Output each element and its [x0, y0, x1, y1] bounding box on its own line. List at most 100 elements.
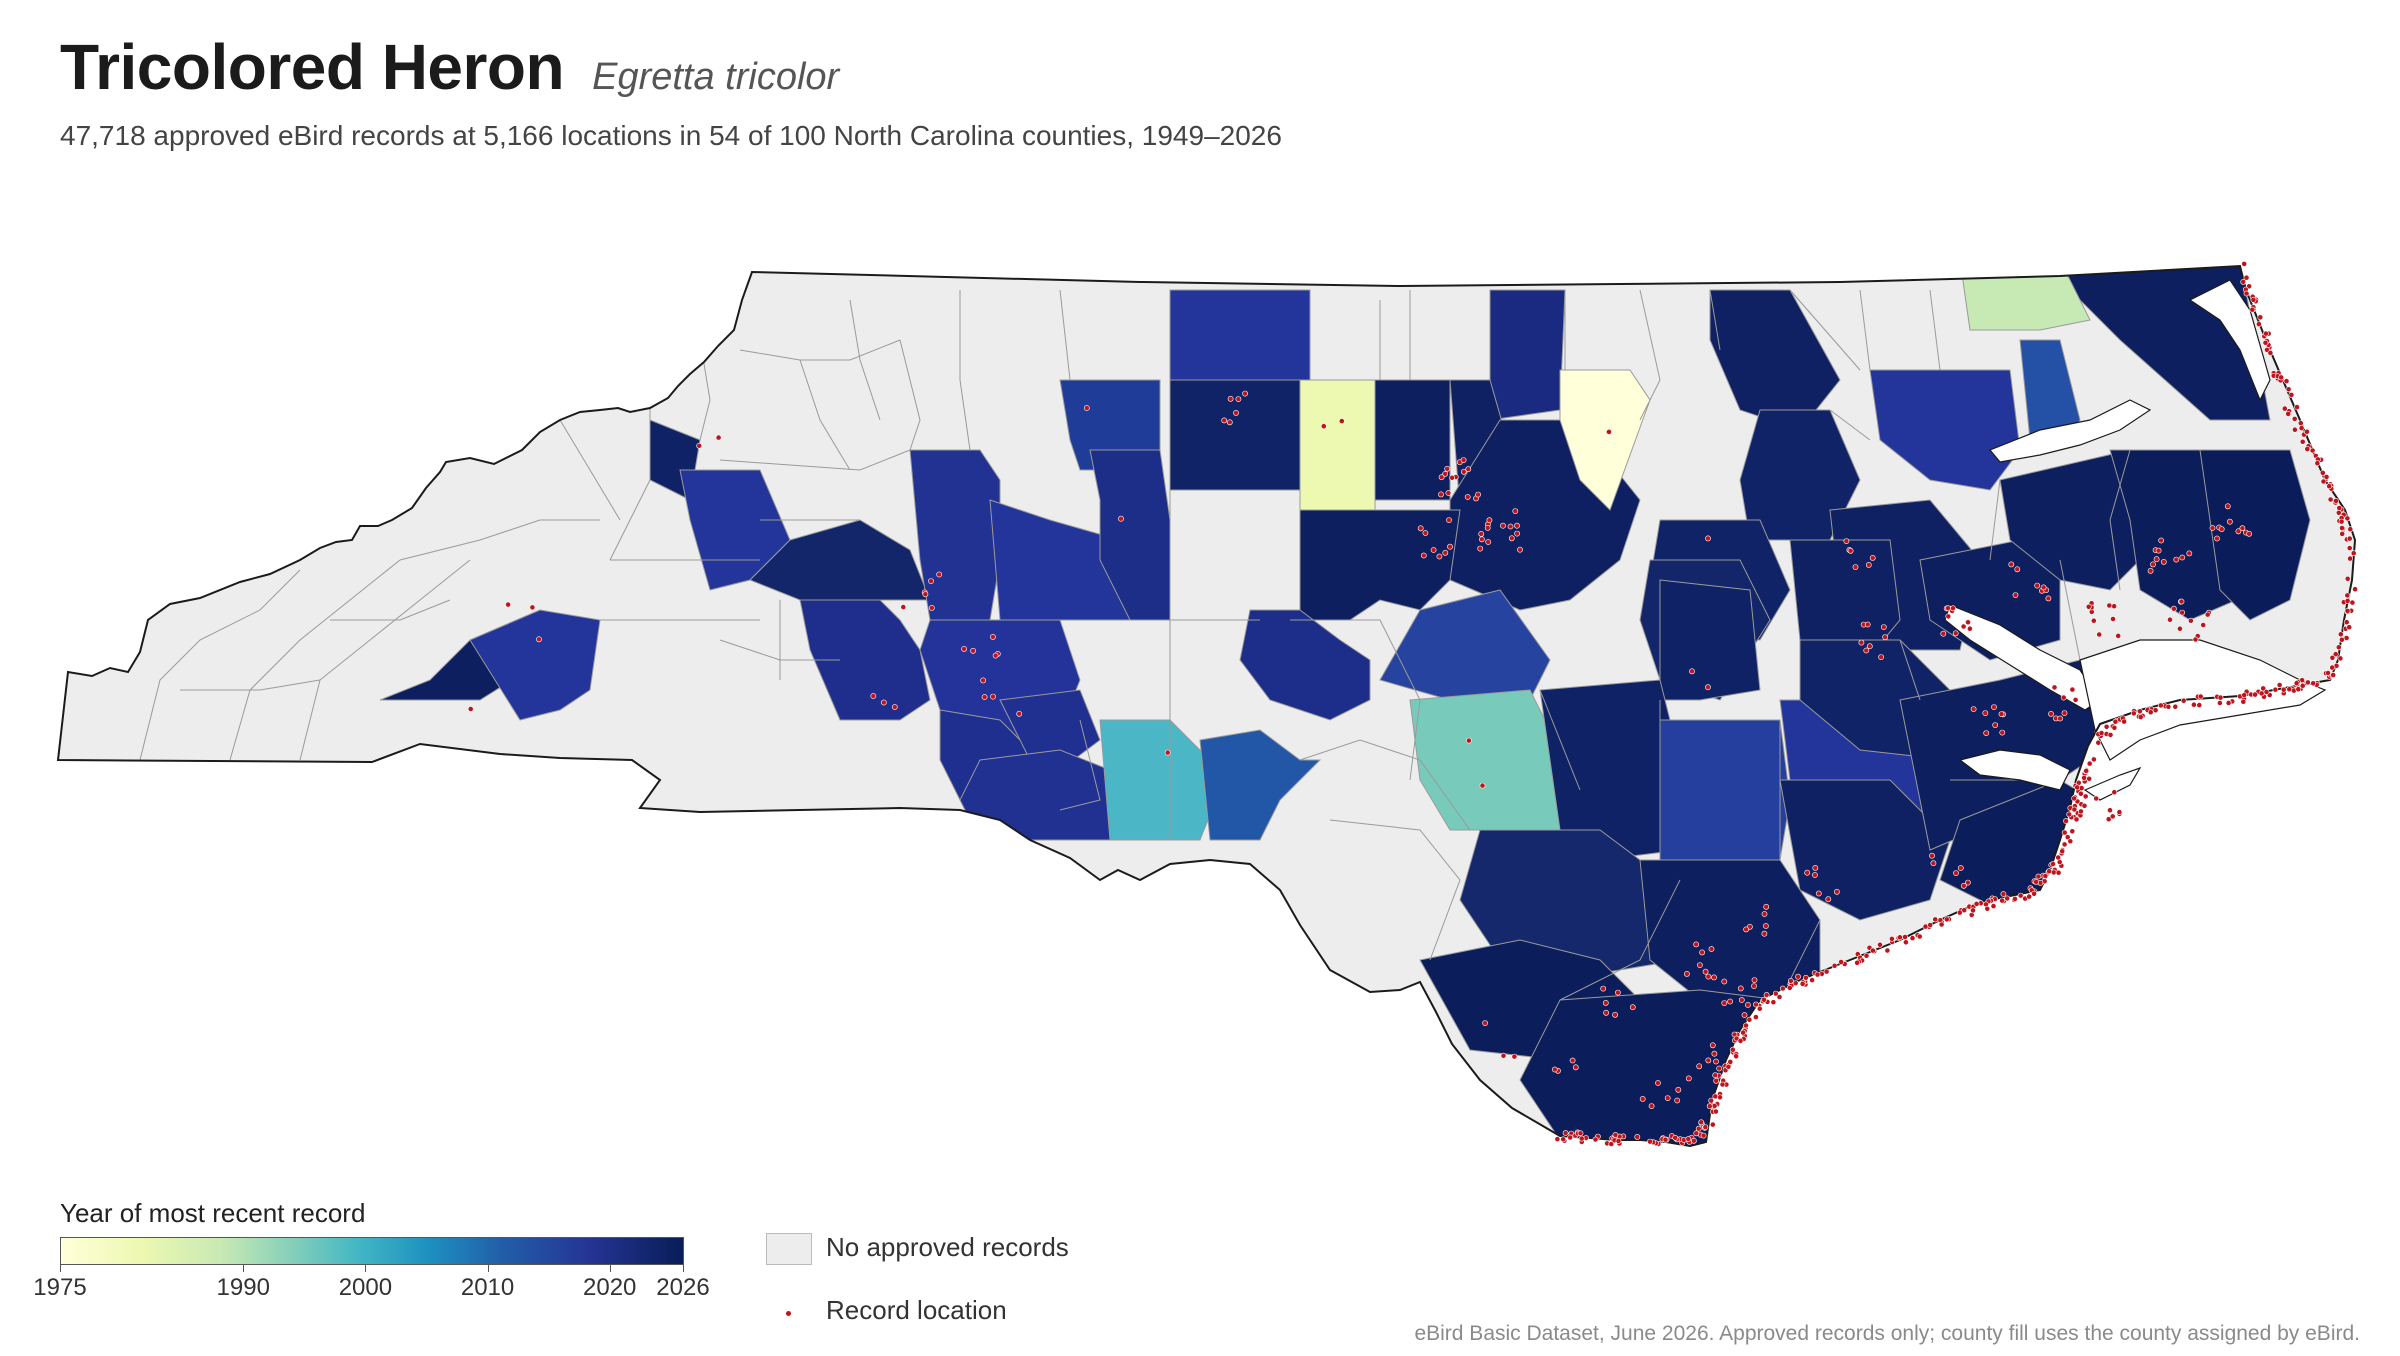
record-location-dot: [1602, 1000, 1609, 1006]
record-location-dot: [1712, 1093, 1719, 1100]
record-location-dot: [1705, 1057, 1712, 1064]
record-location-dot: [2096, 631, 2103, 638]
record-location-dot: [1960, 623, 1967, 630]
record-location-dot: [1854, 959, 1860, 966]
record-location-dot: [1746, 1016, 1753, 1023]
record-location-dot: [2107, 732, 2114, 738]
record-location-dot: [1804, 869, 1811, 876]
record-location-dot: [2106, 602, 2113, 609]
record-location-dot: [1702, 968, 1709, 975]
record-location-dot: [1662, 1136, 1669, 1143]
record-location-dot: [1442, 470, 1448, 477]
record-location-dot: [2196, 702, 2203, 708]
record-location-dot: [2098, 730, 2105, 736]
record-location-dot: [1902, 934, 1908, 940]
record-location-dot: [1711, 974, 1717, 981]
record-location-dot: [1737, 985, 1744, 992]
record-location-dot: [1551, 1066, 1558, 1073]
colorbar-tick-label: 2020: [583, 1274, 637, 1301]
record-location-dot: [936, 571, 943, 578]
no-records-label: No approved records: [826, 1232, 1069, 1262]
no-records-swatch: [766, 1233, 812, 1265]
record-location-dot: [2344, 598, 2351, 604]
record-location-dot: [2216, 700, 2223, 706]
record-location-dot: [2172, 703, 2179, 710]
record-location-dot: [1950, 605, 1956, 612]
record-location-dot: [1897, 934, 1903, 941]
record-location-dot: [2085, 603, 2092, 610]
record-location-dot: [2192, 636, 2199, 643]
record-location-dot: [2074, 784, 2081, 791]
record-location-dot: [2346, 535, 2353, 542]
record-location-dot: [2243, 290, 2250, 297]
colorbar-tick-label: 1990: [216, 1274, 270, 1301]
record-location-dot: [2304, 446, 2311, 452]
record-location-dot: [1795, 973, 1801, 980]
record-location-dot: [2095, 739, 2102, 746]
record-location-dot: [1847, 547, 1854, 554]
record-location-dot: [922, 591, 929, 598]
record-location-dot: [1684, 971, 1690, 977]
record-location-dot: [1500, 522, 1506, 529]
record-location-dot: [2281, 405, 2288, 412]
record-location-dot: [1713, 1108, 1719, 1115]
record-location-dot: [1751, 977, 1758, 983]
record-location-dot: [2241, 692, 2248, 698]
record-location-dot: [2077, 790, 2084, 797]
record-location-dot: [2111, 724, 2118, 731]
record-location-dot: [1725, 1063, 1732, 1070]
record-location-dot: [2352, 586, 2358, 593]
record-location-dot: [2147, 709, 2154, 716]
record-location-dot: [1882, 634, 1888, 640]
record-location-dot: [1698, 1119, 1705, 1126]
record-location-dot: [2350, 550, 2357, 557]
record-location-dot: [2048, 711, 2054, 717]
record-location-dot: [1825, 896, 1832, 903]
record-location-dot: [2059, 848, 2066, 855]
record-location-dot: [1420, 552, 1427, 559]
record-location-dot: [2111, 603, 2117, 610]
record-location-dot: [2298, 425, 2305, 431]
record-location-dot: [1998, 711, 2005, 717]
record-location-dot: [2179, 554, 2186, 561]
record-location-dot: [1953, 870, 1959, 876]
record-location-dot: [2111, 789, 2118, 796]
record-location-dot: [1812, 865, 1819, 871]
record-location-dot: [1465, 466, 1472, 473]
record-location-dot: [1952, 630, 1959, 637]
record-location-dot: [1973, 901, 1980, 907]
record-location-dot: [1763, 992, 1770, 998]
record-location-dot: [1815, 890, 1822, 897]
record-location-dot: [1719, 1081, 1726, 1088]
record-location-dot: [2107, 807, 2113, 814]
legend-title: Year of most recent record: [60, 1198, 366, 1228]
record-location-dot: [1708, 946, 1715, 952]
record-location-dot: [1756, 1005, 1763, 1012]
record-location-dot: [2051, 684, 2058, 691]
record-location-dot: [2344, 608, 2351, 614]
record-location-dot: [1884, 947, 1891, 954]
record-location-dot: [1878, 654, 1884, 660]
record-location-dot: [2319, 469, 2326, 476]
colorbar-tick: [365, 1264, 367, 1272]
record-location-dot: [1639, 1096, 1646, 1102]
record-location-dot: [1464, 494, 1471, 500]
record-location-dot: [1705, 973, 1712, 980]
colorbar-tick: [487, 1264, 489, 1272]
record-location-dot: [2235, 528, 2242, 535]
record-location-dot: [1696, 1063, 1703, 1070]
record-location-dot: [2267, 349, 2274, 356]
record-location-dot: [1711, 1103, 1718, 1109]
record-location-dot: [1484, 525, 1491, 531]
record-location-dot: [2186, 550, 2193, 557]
record-location-dot: [2200, 622, 2207, 628]
scientific-name: Egretta tricolor: [592, 56, 840, 98]
record-location-dot: [1737, 1038, 1744, 1044]
record-location-dot: [2034, 582, 2041, 589]
record-location-dot: [1779, 985, 1786, 992]
record-location-dot: [1990, 903, 1997, 909]
record-location-dot: [2137, 714, 2144, 720]
colorbar-tick: [683, 1264, 684, 1272]
record-location-dot: [1930, 860, 1937, 867]
record-location-dot: [2112, 718, 2119, 725]
